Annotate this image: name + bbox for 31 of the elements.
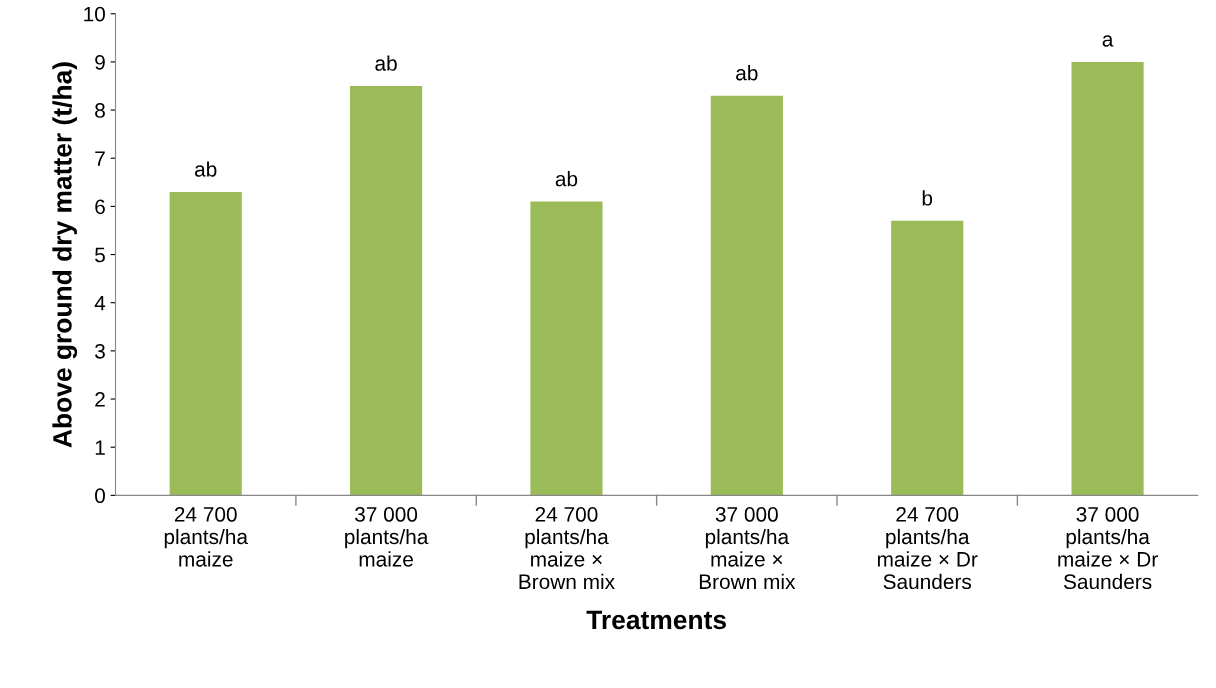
y-tick-label: 1 bbox=[95, 440, 105, 455]
annotation: b bbox=[922, 190, 933, 206]
y-axis-title: Above ground dry matter (t/ha) bbox=[52, 62, 78, 448]
x-tick-label: 37 000 plants/ha maize × Dr Saunders bbox=[1058, 507, 1158, 590]
y-tick-label: 4 bbox=[94, 295, 106, 311]
bar bbox=[710, 95, 783, 496]
x-tick-label: 24 700 plants/ha maize × Dr Saunders bbox=[877, 507, 978, 590]
y-tick-label: 2 bbox=[95, 392, 105, 407]
annotation: ab bbox=[555, 171, 578, 187]
y-tick-label: 0 bbox=[95, 488, 105, 504]
x-tick-label: 24 700 plants/ha maize bbox=[164, 507, 248, 567]
bar bbox=[350, 86, 423, 496]
annotation: ab bbox=[736, 65, 758, 81]
bar bbox=[891, 220, 964, 496]
bar bbox=[169, 191, 242, 496]
annotation: a bbox=[1102, 35, 1114, 47]
y-tick-label: 5 bbox=[95, 247, 105, 263]
annotation: ab bbox=[195, 161, 217, 177]
x-tick-label: 24 700 plants/ha maize × Brown mix bbox=[519, 507, 615, 590]
annotation: ab bbox=[375, 55, 397, 71]
x-tick-label: 37 000 plants/ha maize × Brown mix bbox=[699, 507, 796, 590]
y-tick-label: 9 bbox=[95, 54, 105, 70]
y-tick-label: 7 bbox=[95, 151, 105, 166]
y-tick-label: 6 bbox=[95, 199, 105, 215]
x-axis-title: Treatments bbox=[586, 610, 726, 630]
bar bbox=[530, 201, 603, 496]
y-tick-label: 3 bbox=[95, 343, 105, 359]
x-tick-label: 37 000 plants/ha maize bbox=[345, 507, 429, 567]
y-tick-label: 8 bbox=[95, 103, 105, 118]
y-tick-label: 10 bbox=[84, 6, 105, 22]
bar bbox=[1071, 61, 1144, 496]
